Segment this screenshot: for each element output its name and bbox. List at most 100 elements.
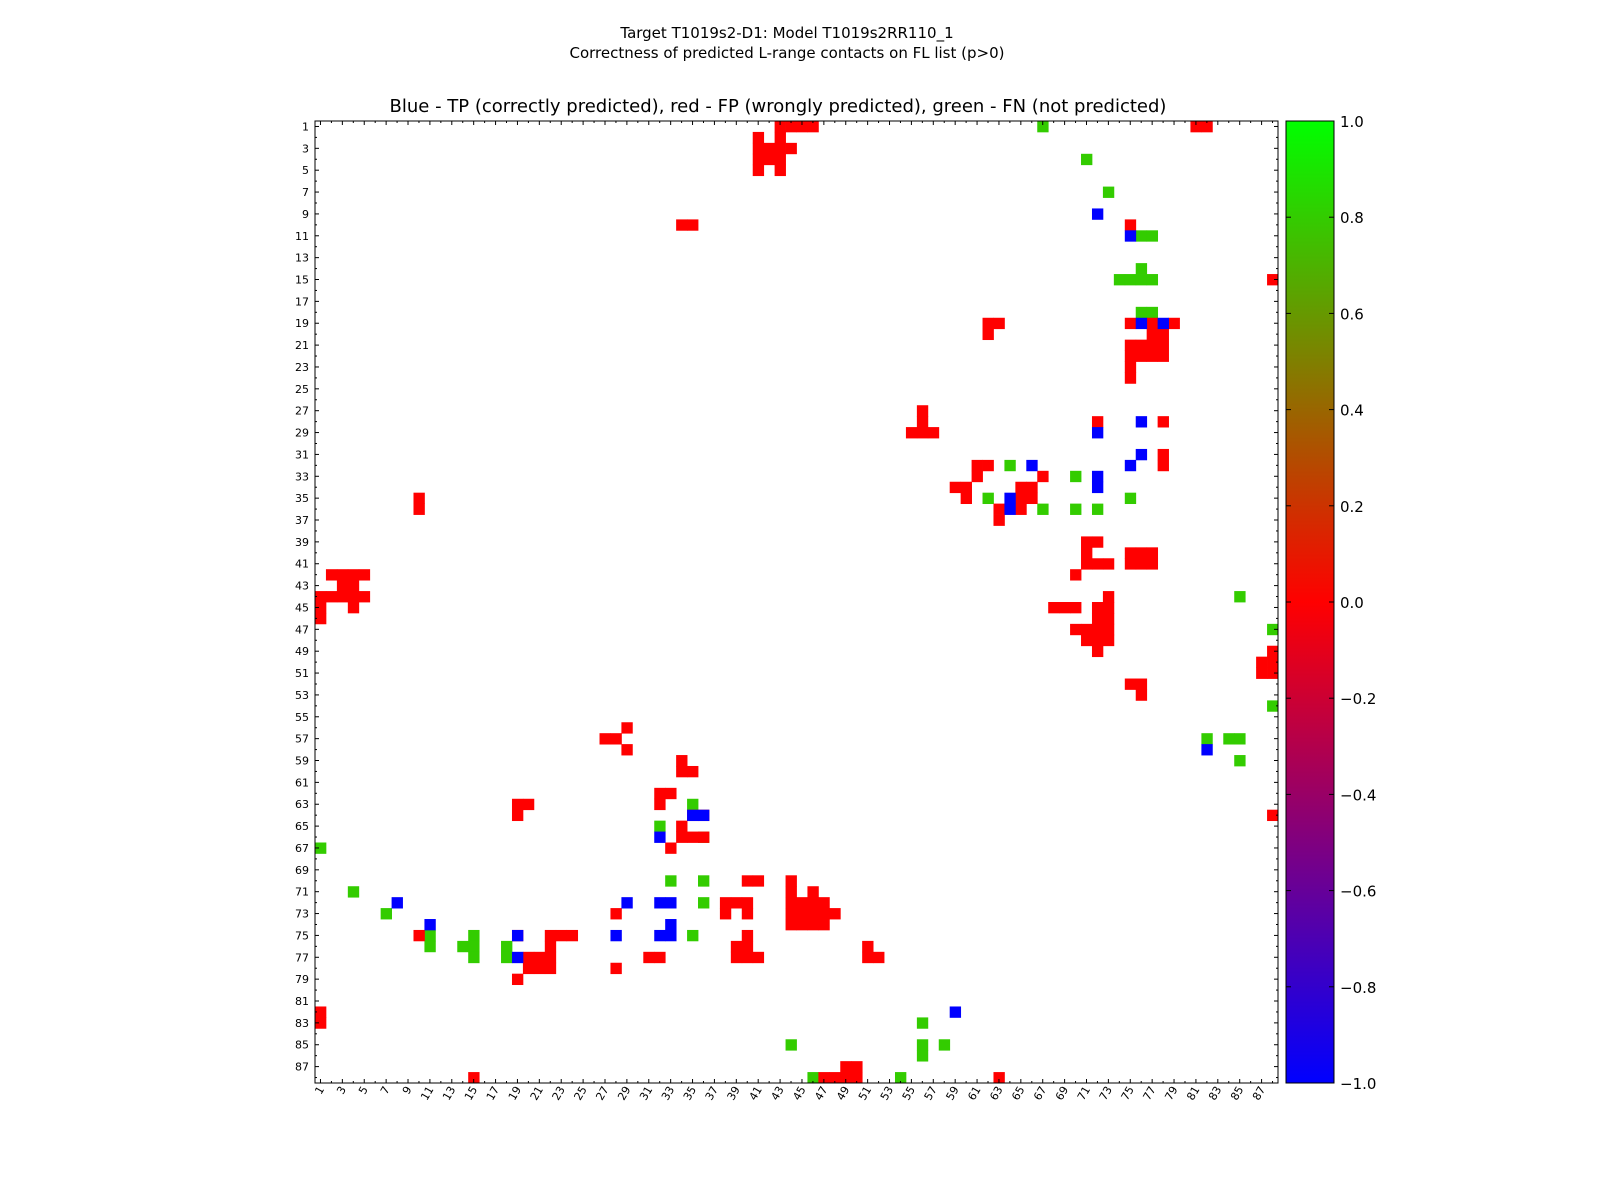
cell-fp <box>1146 547 1159 559</box>
cell-fn <box>982 492 994 505</box>
x-tick-label: 63 <box>987 1084 1005 1103</box>
y-tick-label: 51 <box>295 667 309 680</box>
cell-fp <box>752 875 765 887</box>
cell-fn <box>315 842 327 854</box>
colorbar-tick-label: −0.4 <box>1340 786 1376 804</box>
cell-fp <box>1091 612 1104 625</box>
cell-fp <box>1102 558 1115 570</box>
cell-fn <box>468 929 480 942</box>
x-tick-label: 83 <box>1206 1084 1224 1103</box>
cell-tp <box>1091 427 1104 439</box>
cell-fn <box>347 886 360 898</box>
x-tick-label: 79 <box>1162 1084 1180 1103</box>
cell-fp <box>1081 536 1093 548</box>
cell-fp <box>1146 339 1159 351</box>
cell-fn <box>1102 186 1115 198</box>
cell-fp <box>774 131 786 144</box>
y-tick-label: 49 <box>295 645 309 658</box>
cell-tp <box>1124 230 1137 242</box>
cell-fn <box>785 1039 797 1051</box>
cell-fn <box>916 1039 929 1051</box>
cell-fp <box>522 962 535 975</box>
x-tick-label: 73 <box>1097 1084 1115 1103</box>
figure-title-line2: Correctness of predicted L-range contact… <box>570 44 1005 62</box>
cell-fp <box>468 1072 480 1084</box>
cell-fp <box>654 787 666 800</box>
cell-fp <box>676 831 688 843</box>
cell-fp <box>785 919 797 931</box>
x-tick-label: 37 <box>703 1084 721 1103</box>
cell-fp <box>676 755 688 767</box>
cell-fp <box>873 951 885 964</box>
cell-fp <box>511 798 524 811</box>
colorbar-tick-label: −0.6 <box>1340 883 1376 901</box>
cell-fp <box>1081 623 1093 636</box>
y-tick-label: 5 <box>302 164 309 177</box>
cell-fn <box>938 1039 951 1051</box>
x-tick-label: 43 <box>768 1084 786 1103</box>
cell-fp <box>1070 602 1082 614</box>
cell-fn <box>424 929 436 942</box>
colorbar-tick-label: 0.6 <box>1340 305 1364 323</box>
cell-fp <box>610 733 622 745</box>
cell-fn <box>1070 503 1082 515</box>
cell-fp <box>1157 350 1169 362</box>
cell-fp <box>1081 634 1093 647</box>
y-tick-label: 87 <box>295 1061 309 1074</box>
cell-fp <box>1091 645 1104 658</box>
cell-fp <box>829 1072 841 1084</box>
cell-fp <box>796 897 808 909</box>
cell-tp <box>665 897 677 909</box>
cell-fp <box>1135 689 1148 701</box>
cell-fn <box>1267 623 1279 636</box>
cell-tp <box>654 929 666 942</box>
cell-fp <box>763 142 776 155</box>
cell-fp <box>687 765 699 778</box>
x-tick-label: 35 <box>681 1084 699 1103</box>
x-tick-label: 55 <box>900 1084 918 1103</box>
x-tick-label: 41 <box>747 1084 765 1103</box>
colorbar <box>1285 120 1335 1084</box>
cell-fp <box>665 842 677 854</box>
y-tick-label: 29 <box>295 427 309 440</box>
cell-fp <box>1124 339 1137 351</box>
x-tick-label: 61 <box>965 1084 983 1103</box>
cell-fn <box>1081 153 1093 166</box>
cell-fp <box>544 940 557 953</box>
cell-fp <box>358 591 371 603</box>
cell-fp <box>643 951 655 964</box>
x-tick-label: 71 <box>1075 1084 1093 1103</box>
cell-fn <box>1234 591 1246 603</box>
y-tick-label: 59 <box>295 755 309 768</box>
y-tick-label: 33 <box>295 470 309 483</box>
cell-fp <box>960 481 972 494</box>
cell-fn <box>468 951 480 964</box>
cell-fp <box>829 908 841 920</box>
x-tick-label: 47 <box>812 1084 830 1103</box>
cell-fp <box>807 919 819 931</box>
y-tick-label: 57 <box>295 733 309 746</box>
cell-fp <box>796 908 808 920</box>
cell-fp <box>1157 416 1169 428</box>
cell-fp <box>654 951 666 964</box>
x-tick-label: 85 <box>1228 1084 1246 1103</box>
cell-fp <box>796 919 808 931</box>
colorbar-tick-label: −0.2 <box>1340 690 1376 708</box>
cell-fp <box>610 908 622 920</box>
axes-title: Blue - TP (correctly predicted), red - F… <box>390 96 1167 117</box>
x-tick-label: 25 <box>571 1084 589 1103</box>
cell-fp <box>785 121 797 133</box>
cell-fp <box>916 427 929 439</box>
x-tick-label: 27 <box>593 1084 611 1103</box>
y-tick-label: 83 <box>295 1017 309 1030</box>
cell-fp <box>741 897 754 909</box>
cell-fp <box>665 787 677 800</box>
cell-fp <box>347 591 360 603</box>
x-tick-label: 11 <box>418 1084 436 1103</box>
cell-fp <box>325 569 338 581</box>
x-tick-label: 87 <box>1250 1084 1268 1103</box>
cell-fp <box>741 940 754 953</box>
cell-fp <box>1091 623 1104 636</box>
cell-fp <box>993 514 1005 526</box>
